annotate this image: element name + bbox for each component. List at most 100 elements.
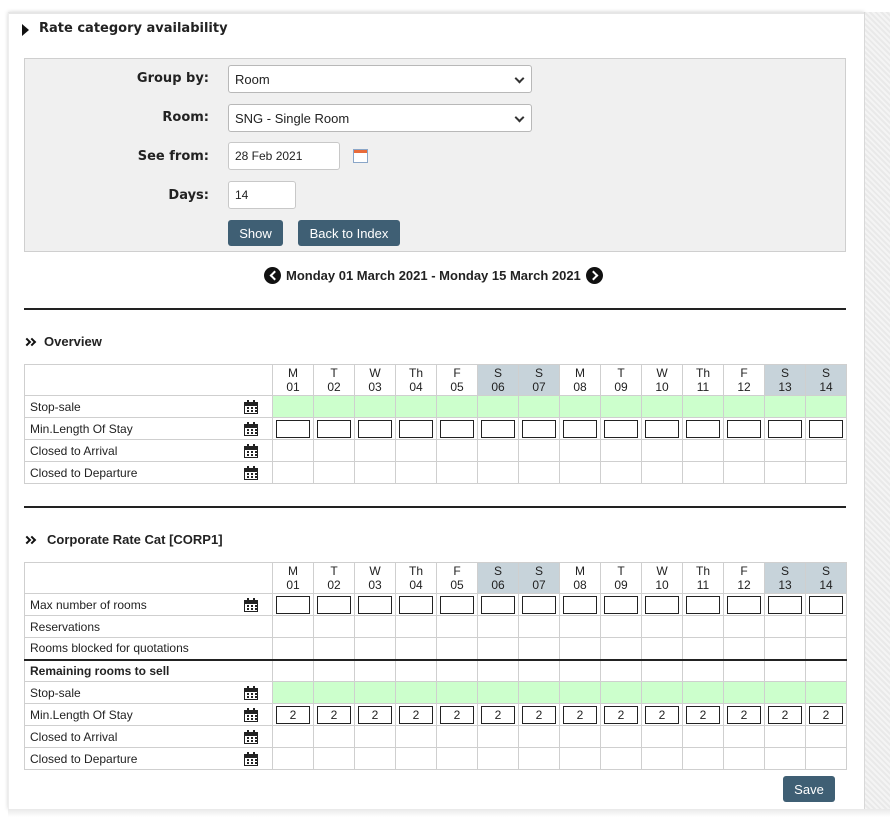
day-of-week: W <box>369 366 381 380</box>
see-from-input[interactable]: 28 Feb 2021 <box>228 142 340 170</box>
stop-sale-cell[interactable] <box>764 681 806 704</box>
day-value-input[interactable] <box>809 595 843 614</box>
row-label: Min.Length Of Stay <box>30 707 133 722</box>
day-value-input[interactable]: 2 <box>768 705 802 724</box>
stop-sale-cell[interactable] <box>313 395 355 418</box>
back-to-index-button[interactable]: Back to Index <box>298 220 400 246</box>
day-value-input[interactable] <box>768 595 802 614</box>
stop-sale-cell[interactable] <box>600 681 642 704</box>
calendar-icon[interactable] <box>244 752 258 766</box>
day-value-input[interactable] <box>727 595 761 614</box>
overview-header[interactable]: Overview <box>22 334 102 349</box>
stop-sale-cell[interactable] <box>682 395 724 418</box>
day-value-input[interactable] <box>727 419 761 438</box>
next-period-icon[interactable] <box>585 267 603 284</box>
day-value-input[interactable]: 2 <box>522 705 556 724</box>
stop-sale-cell[interactable] <box>641 681 683 704</box>
day-value-input[interactable]: 2 <box>399 705 433 724</box>
day-value-input[interactable] <box>522 595 556 614</box>
stop-sale-cell[interactable] <box>559 395 601 418</box>
vertical-scrollbar[interactable] <box>864 12 890 809</box>
corporate-header[interactable]: Corporate Rate Cat [CORP1] <box>22 532 223 547</box>
day-value-input[interactable] <box>686 595 720 614</box>
day-value-input[interactable]: 2 <box>563 705 597 724</box>
calendar-icon[interactable] <box>244 444 258 458</box>
day-value-input[interactable]: 2 <box>686 705 720 724</box>
day-value-input[interactable] <box>276 595 310 614</box>
day-value-input[interactable] <box>645 595 679 614</box>
days-input[interactable]: 14 <box>228 181 296 209</box>
day-value-input[interactable] <box>604 419 638 438</box>
day-value-input[interactable] <box>276 419 310 438</box>
stop-sale-cell[interactable] <box>477 681 519 704</box>
calendar-icon[interactable] <box>244 466 258 480</box>
show-button[interactable]: Show <box>228 220 283 246</box>
stop-sale-cell[interactable] <box>518 395 560 418</box>
day-value-input[interactable] <box>522 419 556 438</box>
stop-sale-cell[interactable] <box>805 395 847 418</box>
double-chevron-icon[interactable] <box>22 535 38 545</box>
day-value-input[interactable]: 2 <box>645 705 679 724</box>
stop-sale-cell[interactable] <box>313 681 355 704</box>
stop-sale-cell[interactable] <box>354 681 396 704</box>
day-value-input[interactable] <box>440 595 474 614</box>
calendar-icon[interactable] <box>244 400 258 414</box>
day-value-input[interactable] <box>768 419 802 438</box>
stop-sale-cell[interactable] <box>805 681 847 704</box>
day-value-input[interactable]: 2 <box>604 705 638 724</box>
day-value-input[interactable] <box>481 419 515 438</box>
room-select[interactable]: SNG - Single Room <box>228 104 532 132</box>
day-value-input[interactable] <box>317 419 351 438</box>
calendar-icon[interactable] <box>244 598 258 612</box>
day-value-input[interactable] <box>809 419 843 438</box>
day-value-input[interactable]: 2 <box>809 705 843 724</box>
collapse-triangle-icon[interactable] <box>22 23 29 36</box>
empty-cell <box>436 637 478 660</box>
group-by-select[interactable]: Room <box>228 65 532 93</box>
day-value-input[interactable]: 2 <box>440 705 474 724</box>
day-value-input[interactable]: 2 <box>481 705 515 724</box>
stop-sale-cell[interactable] <box>600 395 642 418</box>
day-value-input[interactable] <box>645 419 679 438</box>
stop-sale-cell[interactable] <box>723 395 765 418</box>
double-chevron-icon[interactable] <box>22 337 38 347</box>
section-header[interactable]: Rate category availability <box>22 21 228 36</box>
stop-sale-cell[interactable] <box>436 681 478 704</box>
date-picker-icon[interactable] <box>353 149 368 163</box>
stop-sale-cell[interactable] <box>682 681 724 704</box>
stop-sale-cell[interactable] <box>395 681 437 704</box>
save-button[interactable]: Save <box>783 776 835 802</box>
day-value-input[interactable]: 2 <box>276 705 310 724</box>
calendar-icon[interactable] <box>244 686 258 700</box>
day-value-input[interactable] <box>563 595 597 614</box>
stop-sale-cell[interactable] <box>354 395 396 418</box>
day-value-input[interactable] <box>358 419 392 438</box>
stop-sale-cell[interactable] <box>641 395 683 418</box>
stop-sale-cell[interactable] <box>764 395 806 418</box>
stop-sale-cell[interactable] <box>395 395 437 418</box>
day-value-input[interactable] <box>604 595 638 614</box>
day-value-input[interactable] <box>440 419 474 438</box>
stop-sale-cell[interactable] <box>559 681 601 704</box>
stop-sale-cell[interactable] <box>477 395 519 418</box>
day-value-input[interactable] <box>563 419 597 438</box>
stop-sale-cell[interactable] <box>436 395 478 418</box>
day-value-input[interactable] <box>399 419 433 438</box>
day-value-input[interactable] <box>317 595 351 614</box>
calendar-icon[interactable] <box>244 730 258 744</box>
stop-sale-cell[interactable] <box>272 395 314 418</box>
day-value-input[interactable] <box>481 595 515 614</box>
day-value-input[interactable]: 2 <box>727 705 761 724</box>
stop-sale-cell[interactable] <box>272 681 314 704</box>
empty-cell <box>559 725 601 748</box>
calendar-icon[interactable] <box>244 422 258 436</box>
day-value-input[interactable] <box>399 595 433 614</box>
day-value-input[interactable]: 2 <box>358 705 392 724</box>
day-value-input[interactable] <box>686 419 720 438</box>
stop-sale-cell[interactable] <box>518 681 560 704</box>
previous-period-icon[interactable] <box>264 267 281 284</box>
day-value-input[interactable]: 2 <box>317 705 351 724</box>
calendar-icon[interactable] <box>244 708 258 722</box>
day-value-input[interactable] <box>358 595 392 614</box>
stop-sale-cell[interactable] <box>723 681 765 704</box>
